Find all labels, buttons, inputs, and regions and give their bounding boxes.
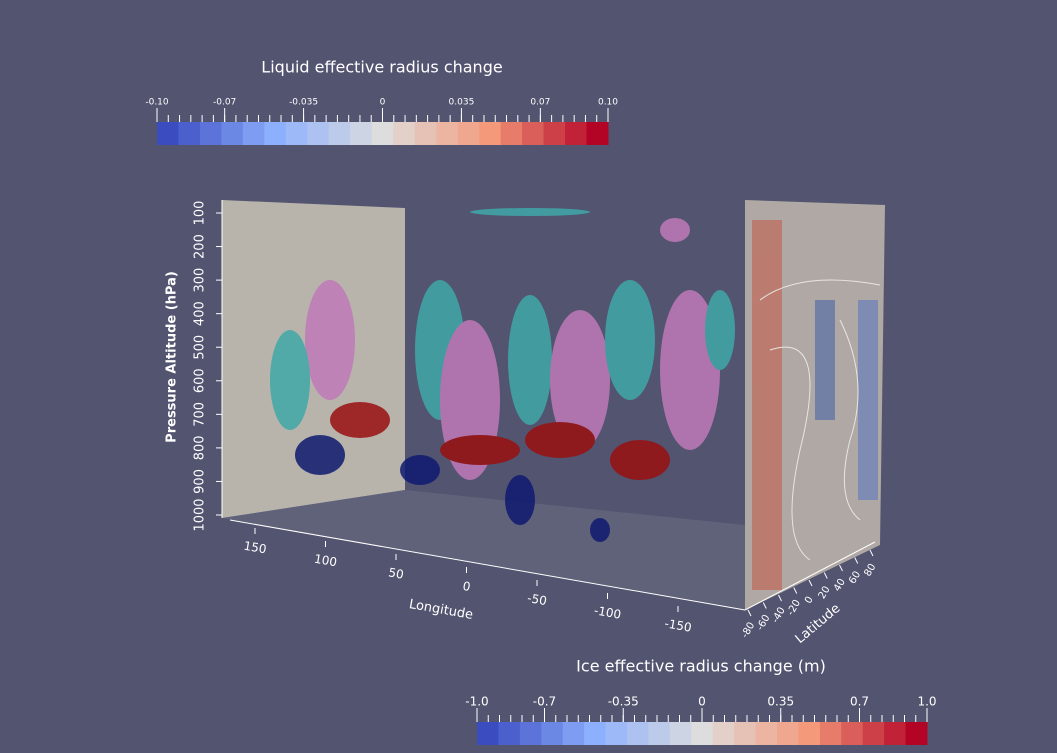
colorbar-tick-label: -0.7 (533, 695, 556, 709)
colorbar-band (286, 122, 308, 145)
colorbar-tick-label: 0.35 (767, 695, 794, 709)
colorbar-band (544, 122, 566, 145)
colorbar-band (501, 122, 523, 145)
colorbar-tick-label: -0.07 (213, 98, 236, 108)
z-tick-label: 500 (193, 335, 208, 360)
colorbar-tick-label: 0.07 (530, 98, 550, 108)
colorbar-band (200, 122, 222, 145)
colorbar-title: Ice effective radius change (m) (576, 657, 826, 676)
colorbar-band (393, 122, 415, 145)
colorbar-tick-label: 0.10 (598, 98, 618, 108)
z-tick-label: 1000 (193, 498, 208, 531)
colorbar-band (329, 122, 351, 145)
z-tick-label: 700 (193, 402, 208, 427)
colorbar-band (436, 122, 458, 145)
colorbar-band (498, 722, 520, 745)
colorbar-band (458, 122, 480, 145)
colorbar-band (520, 722, 542, 745)
colorbar-tick-label: 1.0 (917, 695, 936, 709)
colorbar-band (479, 122, 501, 145)
colorbar-tick-label: 0 (698, 695, 706, 709)
colorbar-band (264, 122, 286, 145)
colorbar-band (415, 122, 437, 145)
colorbar-band (350, 122, 372, 145)
colorbar-tick-label: -0.035 (289, 98, 318, 108)
colorbar-band (906, 722, 928, 745)
colorbar-band (541, 722, 563, 745)
colorbar-band (221, 122, 243, 145)
colorbar-band (563, 722, 585, 745)
z-tick-label: 400 (193, 301, 208, 326)
colorbar-band (756, 722, 778, 745)
colorbar-band (863, 722, 885, 745)
colorbar-band (820, 722, 842, 745)
x-tick-label: 50 (387, 565, 404, 581)
colorbar-band (627, 722, 649, 745)
colorbar-band (565, 122, 587, 145)
visualization: Liquid effective radius change Ice effec… (0, 0, 1057, 753)
colorbar-band (841, 722, 863, 745)
colorbar-tick-label: 0.7 (850, 695, 869, 709)
colorbar-band (372, 122, 394, 145)
z-tick-label: 300 (193, 268, 208, 293)
z-tick-label: 600 (193, 368, 208, 393)
colorbar-band (884, 722, 906, 745)
colorbar-band (157, 122, 179, 145)
colorbar-band (691, 722, 713, 745)
colorbar-tick-label: -0.35 (608, 695, 639, 709)
colorbar-band (734, 722, 756, 745)
colorbar-band (178, 122, 200, 145)
z-tick-label: 100 (193, 201, 208, 226)
colorbar-title: Liquid effective radius change (261, 58, 502, 77)
colorbar-band (648, 722, 670, 745)
colorbar-band (670, 722, 692, 745)
colorbar-band (307, 122, 329, 145)
z-axis-label: Pressure Altitude (hPa) (165, 271, 180, 443)
colorbar-band (606, 722, 628, 745)
z-tick-label: 900 (193, 469, 208, 494)
colorbar-band (587, 122, 609, 145)
z-tick-label: 800 (193, 435, 208, 460)
colorbar-band (522, 122, 544, 145)
colorbar-band (477, 722, 499, 745)
z-tick-label: 200 (193, 234, 208, 259)
colorbar-band (713, 722, 735, 745)
colorbar-band (243, 122, 265, 145)
colorbar-tick-label: -0.10 (145, 98, 169, 108)
colorbar-band (777, 722, 799, 745)
colorbar-band (798, 722, 820, 745)
colorbar-tick-label: 0.035 (449, 98, 475, 108)
colorbar-tick-label: 0 (380, 98, 386, 108)
colorbar-band (584, 722, 606, 745)
colorbar-tick-label: -1.0 (465, 695, 488, 709)
